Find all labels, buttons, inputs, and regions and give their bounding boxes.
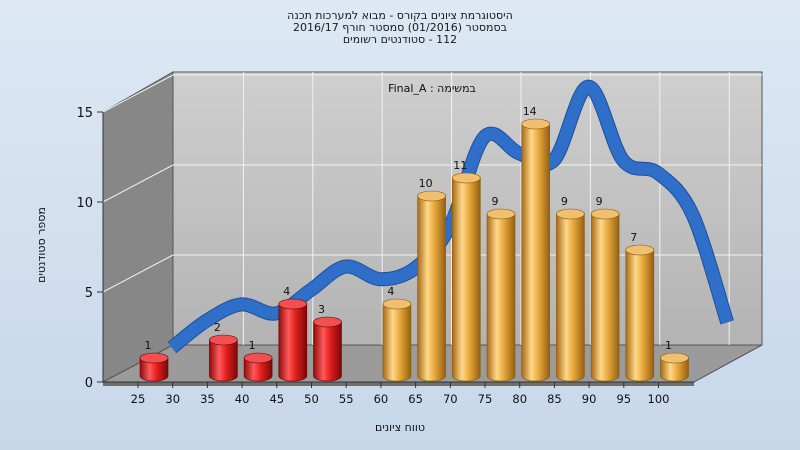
bar-value-label: 1	[145, 339, 152, 352]
chart-side-wall	[102, 71, 174, 383]
bar-body	[209, 339, 238, 382]
bar-top	[521, 118, 551, 130]
bar-top	[139, 352, 169, 364]
bar-top	[660, 352, 689, 364]
bar-value-label: 3	[318, 303, 325, 316]
bar-value-label: 9	[561, 195, 568, 208]
bar-value-label: 2	[214, 321, 221, 334]
y-tick-label: 5	[85, 286, 93, 301]
bar-body	[660, 357, 689, 382]
bar-body	[417, 195, 446, 382]
bar-value-label: 10	[419, 177, 433, 190]
x-tick-label: 35	[200, 392, 215, 406]
bar-50: 3	[313, 303, 342, 382]
y-axis-title: מספר סטודנטים	[35, 207, 48, 283]
bar-body	[382, 303, 412, 382]
y-tick-label: 10	[76, 196, 93, 211]
bar-60: 4	[382, 285, 412, 382]
bar-top	[209, 334, 238, 346]
bar-25: 1	[139, 339, 169, 382]
bar-body	[278, 303, 308, 382]
x-tick-label: 50	[304, 392, 319, 406]
bar-top	[625, 244, 655, 256]
bar-top	[556, 208, 585, 220]
x-tick-label: 95	[616, 392, 631, 406]
gridline-side	[102, 164, 174, 203]
chart-front-edge	[103, 382, 694, 386]
bar-top	[278, 298, 308, 310]
chart-title: היסטוגרמת ציונים בקורס - מבוא למערכות תכ…	[287, 9, 513, 22]
y-tick-label: 15	[76, 106, 93, 121]
bar-top	[243, 352, 273, 364]
bar-100: 1	[660, 339, 689, 382]
bar-body	[486, 213, 516, 382]
x-tick-label: 40	[235, 392, 250, 406]
gridline-side	[102, 74, 174, 113]
bar-35: 2	[209, 321, 238, 382]
bar-body	[590, 213, 620, 382]
chart-subtitle-enrolled: 112 - סטודנטים רשומים	[342, 33, 458, 46]
y-axis: 0 5 10 15	[76, 106, 104, 391]
bar-body	[313, 321, 342, 382]
bar-body	[625, 249, 655, 382]
bar-90: 9	[590, 195, 620, 382]
bar-75: 9	[486, 195, 516, 382]
x-tick-label: 30	[165, 392, 180, 406]
bar-top	[382, 298, 412, 310]
bar-value-label: 4	[387, 285, 394, 298]
x-tick-label: 90	[582, 392, 597, 406]
x-axis: 25 30 35 40 45 50 55 60 65 70 75 80 85 90 95 100	[103, 381, 694, 406]
bar-95: 7	[625, 231, 655, 382]
x-tick-label: 60	[374, 392, 389, 406]
x-tick-label: 45	[269, 392, 284, 406]
bar-value-label: 1	[249, 339, 256, 352]
x-tick-label: 85	[547, 392, 562, 406]
task-annotation: Final_A : במשימה	[388, 82, 476, 95]
side-wall-gridlines	[102, 74, 174, 293]
y-tick-label: 0	[85, 376, 93, 391]
bar-value-label: 4	[283, 285, 290, 298]
bar-value-label: 14	[523, 105, 537, 118]
bar-45: 4	[278, 285, 308, 382]
bar-value-label: 1	[665, 339, 672, 352]
x-tick-label: 100	[648, 392, 670, 406]
bar-body	[243, 357, 273, 382]
bar-top	[451, 172, 481, 184]
bar-70: 11	[451, 159, 481, 382]
x-tick-label: 70	[443, 392, 458, 406]
x-tick-label: 75	[478, 392, 493, 406]
bar-body	[139, 357, 169, 382]
gridline-side	[102, 254, 174, 293]
x-tick-label: 65	[408, 392, 423, 406]
x-tick-label: 80	[512, 392, 527, 406]
bar-top	[486, 208, 516, 220]
chart-subtitle-semester: בסמסטר (01/2016) סמסטר חורף 2016/17	[293, 21, 507, 34]
bar-80: 14	[521, 105, 551, 382]
bar-body	[556, 213, 585, 382]
bar-top	[590, 208, 620, 220]
x-tick-label: 55	[339, 392, 354, 406]
bar-body	[452, 177, 481, 382]
chart-title-block: היסטוגרמת ציונים בקורס - מבוא למערכות תכ…	[0, 10, 800, 46]
bar-40: 1	[243, 339, 273, 382]
bar-65: 10	[417, 177, 446, 382]
bar-body	[521, 123, 550, 382]
x-axis-title: טווח ציונים	[375, 421, 425, 434]
bar-value-label: 9	[596, 195, 603, 208]
bar-85: 9	[556, 195, 585, 382]
bar-top	[417, 190, 446, 202]
bar-value-label: 7	[630, 231, 637, 244]
bar-value-label: 9	[492, 195, 499, 208]
x-tick-label: 25	[131, 392, 146, 406]
bar-value-label: 11	[453, 159, 467, 172]
bar-top	[313, 316, 342, 328]
